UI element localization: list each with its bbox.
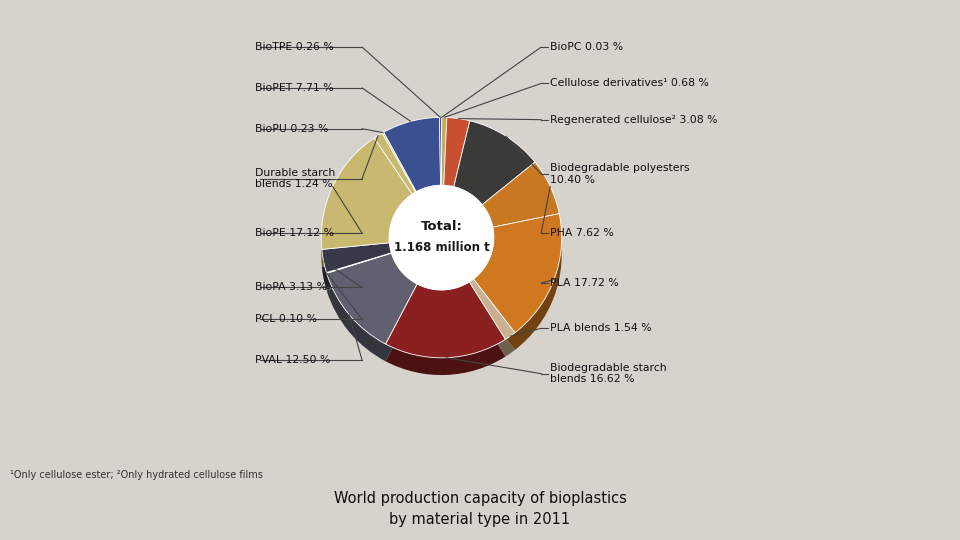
Text: PLA blends 1.54 %: PLA blends 1.54 %: [550, 323, 652, 333]
Text: BioPE 17.12 %: BioPE 17.12 %: [255, 228, 334, 238]
Text: Biodegradable starch
blends 16.62 %: Biodegradable starch blends 16.62 %: [550, 363, 667, 384]
Wedge shape: [384, 117, 441, 192]
Wedge shape: [386, 299, 505, 375]
Wedge shape: [454, 121, 535, 205]
Text: Total:: Total:: [420, 220, 463, 233]
Wedge shape: [482, 179, 560, 245]
Wedge shape: [374, 133, 416, 194]
Wedge shape: [322, 138, 412, 249]
Text: PCL 0.10 %: PCL 0.10 %: [255, 314, 318, 324]
Text: 1.168 million t: 1.168 million t: [394, 241, 490, 254]
Wedge shape: [440, 117, 442, 185]
Wedge shape: [382, 132, 417, 192]
Wedge shape: [444, 118, 469, 187]
Text: Cellulose derivatives¹ 0.68 %: Cellulose derivatives¹ 0.68 %: [550, 78, 709, 89]
Wedge shape: [473, 214, 562, 333]
Circle shape: [390, 202, 493, 307]
Wedge shape: [469, 296, 515, 356]
Text: BioPET 7.71 %: BioPET 7.71 %: [255, 83, 334, 93]
Circle shape: [390, 185, 493, 290]
Wedge shape: [326, 253, 392, 273]
Text: PHA 7.62 %: PHA 7.62 %: [550, 228, 614, 238]
Wedge shape: [444, 135, 469, 204]
Text: BioPA 3.13 %: BioPA 3.13 %: [255, 282, 327, 293]
Wedge shape: [440, 134, 442, 202]
Wedge shape: [442, 117, 446, 185]
Wedge shape: [322, 260, 392, 290]
Text: BioPU 0.23 %: BioPU 0.23 %: [255, 124, 329, 134]
Wedge shape: [326, 271, 418, 361]
Text: World production capacity of bioplastics
by material type in 2011: World production capacity of bioplastics…: [333, 491, 627, 528]
Text: ¹Only cellulose ester; ²Only hydrated cellulose films: ¹Only cellulose ester; ²Only hydrated ce…: [10, 470, 262, 480]
Wedge shape: [382, 150, 417, 210]
Wedge shape: [482, 162, 560, 227]
Text: PLA 17.72 %: PLA 17.72 %: [550, 278, 619, 288]
Text: Regenerated cellulose² 3.08 %: Regenerated cellulose² 3.08 %: [550, 114, 718, 125]
Wedge shape: [442, 134, 446, 202]
Text: Durable starch
blends 1.24 %: Durable starch blends 1.24 %: [255, 168, 336, 190]
Text: Biodegradable polyesters
10.40 %: Biodegradable polyesters 10.40 %: [550, 163, 690, 185]
Wedge shape: [322, 242, 392, 273]
Wedge shape: [384, 134, 441, 209]
Wedge shape: [473, 231, 562, 350]
Text: BioTPE 0.26 %: BioTPE 0.26 %: [255, 42, 334, 52]
Wedge shape: [374, 150, 416, 212]
Wedge shape: [386, 282, 505, 358]
Wedge shape: [326, 253, 418, 344]
Text: BioPC 0.03 %: BioPC 0.03 %: [550, 42, 623, 52]
Text: PVAL 12.50 %: PVAL 12.50 %: [255, 355, 331, 365]
Wedge shape: [469, 279, 515, 340]
Wedge shape: [322, 155, 412, 267]
Wedge shape: [454, 138, 535, 222]
Wedge shape: [326, 270, 392, 291]
